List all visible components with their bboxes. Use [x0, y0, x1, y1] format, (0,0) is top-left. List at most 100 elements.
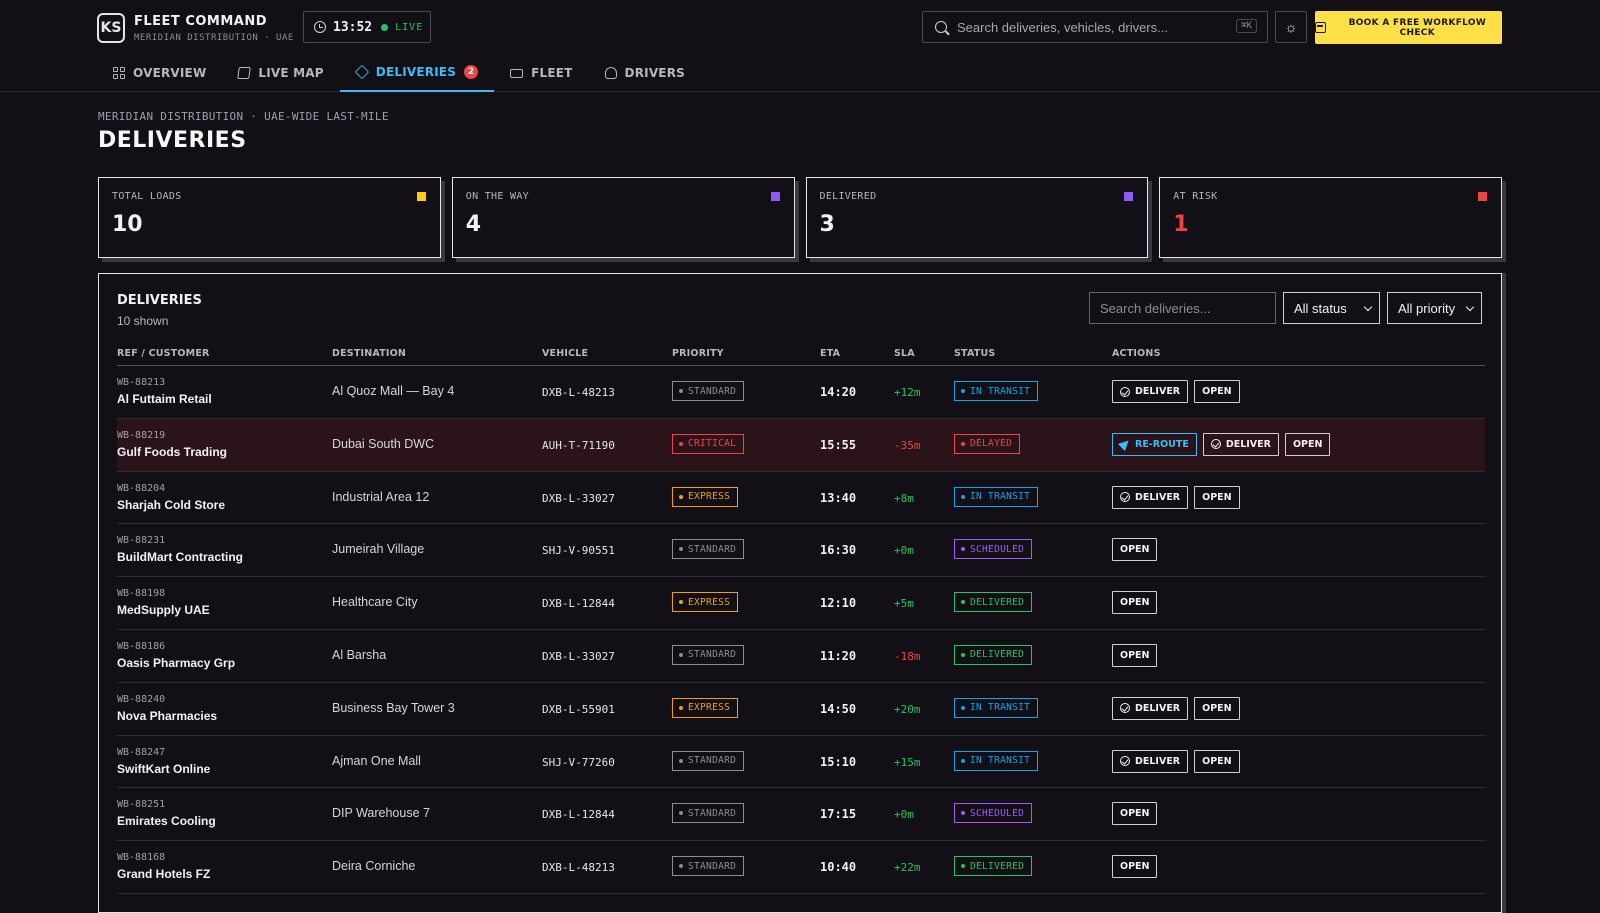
priority-label: EXPRESS	[688, 491, 731, 503]
deliver-button[interactable]: DELIVER	[1112, 485, 1189, 509]
cta-label: BOOK A FREE WORKFLOW CHECK	[1348, 17, 1487, 38]
delivery-ref: WB-88213	[117, 377, 166, 388]
priority-filter-select[interactable]: All priority	[1387, 292, 1482, 324]
deliver-button[interactable]: DELIVER	[1112, 749, 1189, 773]
delivery-ref: WB-88168	[117, 852, 166, 864]
deliveries-count-badge: 2	[464, 65, 479, 79]
vehicle-id: DXB-L-48213	[542, 386, 615, 399]
deliver-label: DELIVER	[1135, 755, 1181, 767]
book-workflow-check-button[interactable]: BOOK A FREE WORKFLOW CHECK	[1315, 11, 1502, 44]
tab-overview[interactable]: OVERVIEW	[97, 54, 222, 92]
global-search[interactable]: ⌘K	[922, 11, 1268, 43]
delivery-ref: WB-88219	[117, 429, 166, 441]
customer-name: Nova Pharmacies	[117, 708, 218, 723]
status-label: SCHEDULED	[970, 807, 1025, 819]
table-row[interactable]: WB-88251 Emirates Cooling DIP Warehouse 7 D…	[117, 788, 1485, 842]
tab-fleet[interactable]: FLEET	[494, 54, 588, 92]
deliver-button[interactable]: DELIVER	[1112, 380, 1189, 403]
status-badge: DELIVERED	[954, 856, 1033, 877]
open-button[interactable]: OPEN	[1194, 696, 1240, 720]
kpi-total-loads: TOTAL LOADS 10	[98, 177, 441, 258]
brand-title: FLEET COMMAND	[134, 14, 268, 29]
priority-badge: STANDARD	[672, 803, 745, 824]
customer-name: Grand Hotels FZ	[117, 867, 211, 882]
table-row[interactable]: WB-88168 Grand Hotels FZ Deira Corniche DXB…	[117, 841, 1485, 894]
column-header[interactable]: PRIORITY	[672, 348, 724, 359]
status-dot-icon	[679, 389, 683, 393]
table-row[interactable]: WB-88240 Nova Pharmacies Business Bay Towe…	[117, 683, 1485, 736]
open-button[interactable]: OPEN	[1112, 802, 1158, 826]
open-button[interactable]: OPEN	[1194, 485, 1240, 509]
status-badge: SCHEDULED	[954, 539, 1033, 560]
table-row[interactable]: WB-88204 Sharjah Cold Store Industrial Are…	[117, 472, 1485, 525]
table-row[interactable]: WB-88186 Oasis Pharmacy Grp Al Barsha DXB-L…	[117, 630, 1485, 683]
status-badge: SCHEDULED	[954, 803, 1033, 824]
priority-label: EXPRESS	[688, 596, 731, 608]
status-dot-icon	[961, 389, 965, 393]
status-dot-icon	[961, 705, 965, 710]
truck-icon	[510, 68, 524, 78]
table-row[interactable]: WB-88213 Al Futtaim Retail Al Quoz Mall — …	[117, 366, 1485, 419]
status-label: DELIVERED	[970, 860, 1025, 872]
destination: Industrial Area 12	[332, 489, 430, 504]
customer-name: Al Futtaim Retail	[117, 392, 212, 406]
vehicle-id: DXB-L-33027	[542, 649, 615, 663]
column-header[interactable]: STATUS	[954, 348, 996, 359]
brand-logo[interactable]: KS	[97, 13, 125, 43]
table-search-input[interactable]	[1089, 292, 1276, 324]
deliver-label: DELIVER	[1135, 386, 1181, 397]
status-dot-icon	[679, 600, 683, 605]
column-header[interactable]: DESTINATION	[332, 348, 407, 359]
deliver-label: DELIVER	[1135, 491, 1181, 503]
open-button[interactable]: OPEN	[1194, 380, 1240, 403]
kpi-color-swatch	[1124, 192, 1134, 201]
open-button[interactable]: OPEN	[1112, 855, 1158, 879]
package-icon	[354, 64, 370, 80]
row-actions: DELIVER OPEN	[1112, 485, 1240, 509]
priority-label: CRITICAL	[688, 438, 737, 450]
column-header[interactable]: ETA	[820, 348, 841, 359]
tab-deliveries[interactable]: DELIVERIES 2	[339, 54, 495, 92]
global-search-input[interactable]	[957, 19, 1227, 35]
open-button[interactable]: OPEN	[1112, 538, 1158, 562]
kpi-label: TOTAL LOADS	[112, 191, 182, 202]
shown-count: 10 shown	[117, 314, 169, 328]
table-row[interactable]: WB-88219 Gulf Foods Trading Dubai South DW…	[117, 418, 1485, 472]
theme-toggle-button[interactable]: ☼	[1275, 11, 1307, 43]
table-row[interactable]: WB-88247 SwiftKart Online Ajman One Mall SH…	[117, 736, 1485, 789]
column-header[interactable]: VEHICLE	[542, 348, 589, 359]
table-row[interactable]: WB-88198 MedSupply UAE Healthcare City DXB-…	[117, 577, 1485, 630]
vehicle-id: SHJ-V-90551	[542, 544, 615, 558]
eta-time: 13:40	[820, 490, 857, 505]
vehicle-id: DXB-L-33027	[542, 491, 615, 505]
check-circle-icon	[1120, 756, 1130, 767]
status-filter-select[interactable]: All status	[1283, 292, 1380, 324]
deliver-button[interactable]: DELIVER	[1202, 432, 1279, 456]
column-header[interactable]: SLA	[894, 348, 915, 359]
re-route-button[interactable]: RE-ROUTE	[1112, 432, 1197, 456]
chevron-down-icon	[1465, 302, 1475, 311]
row-actions: OPEN	[1112, 538, 1158, 562]
sla-delta: +15m	[894, 755, 921, 769]
check-circle-icon	[1120, 492, 1130, 503]
kpi-on-the-way: ON THE WAY 4	[451, 177, 795, 258]
status-badge: DELIVERED	[954, 644, 1033, 665]
priority-badge: STANDARD	[672, 750, 745, 771]
open-button[interactable]: OPEN	[1112, 643, 1158, 667]
open-button[interactable]: OPEN	[1194, 749, 1240, 773]
kpi-row: TOTAL LOADS 10 ON THE WAY 4 DELIVERED 3 …	[98, 177, 1502, 259]
open-button[interactable]: OPEN	[1112, 591, 1158, 615]
status-dot-icon	[679, 758, 683, 763]
deliver-button[interactable]: DELIVER	[1112, 696, 1189, 720]
live-label: LIVE	[395, 21, 424, 33]
row-actions: OPEN	[1112, 643, 1158, 667]
tab-live-map[interactable]: LIVE MAP	[222, 54, 339, 92]
open-button[interactable]: OPEN	[1284, 432, 1331, 456]
table-row[interactable]: WB-88231 BuildMart Contracting Jumeirah Vi…	[117, 524, 1485, 578]
tab-drivers[interactable]: DRIVERS	[589, 54, 701, 92]
navigation-icon	[1117, 437, 1133, 452]
destination: Al Quoz Mall — Bay 4	[332, 384, 455, 398]
deliveries-panel: DELIVERIES 10 shown All status All prior…	[98, 273, 1502, 913]
column-header[interactable]: REF / CUSTOMER	[117, 348, 210, 359]
status-filter-value: All status	[1294, 300, 1347, 316]
